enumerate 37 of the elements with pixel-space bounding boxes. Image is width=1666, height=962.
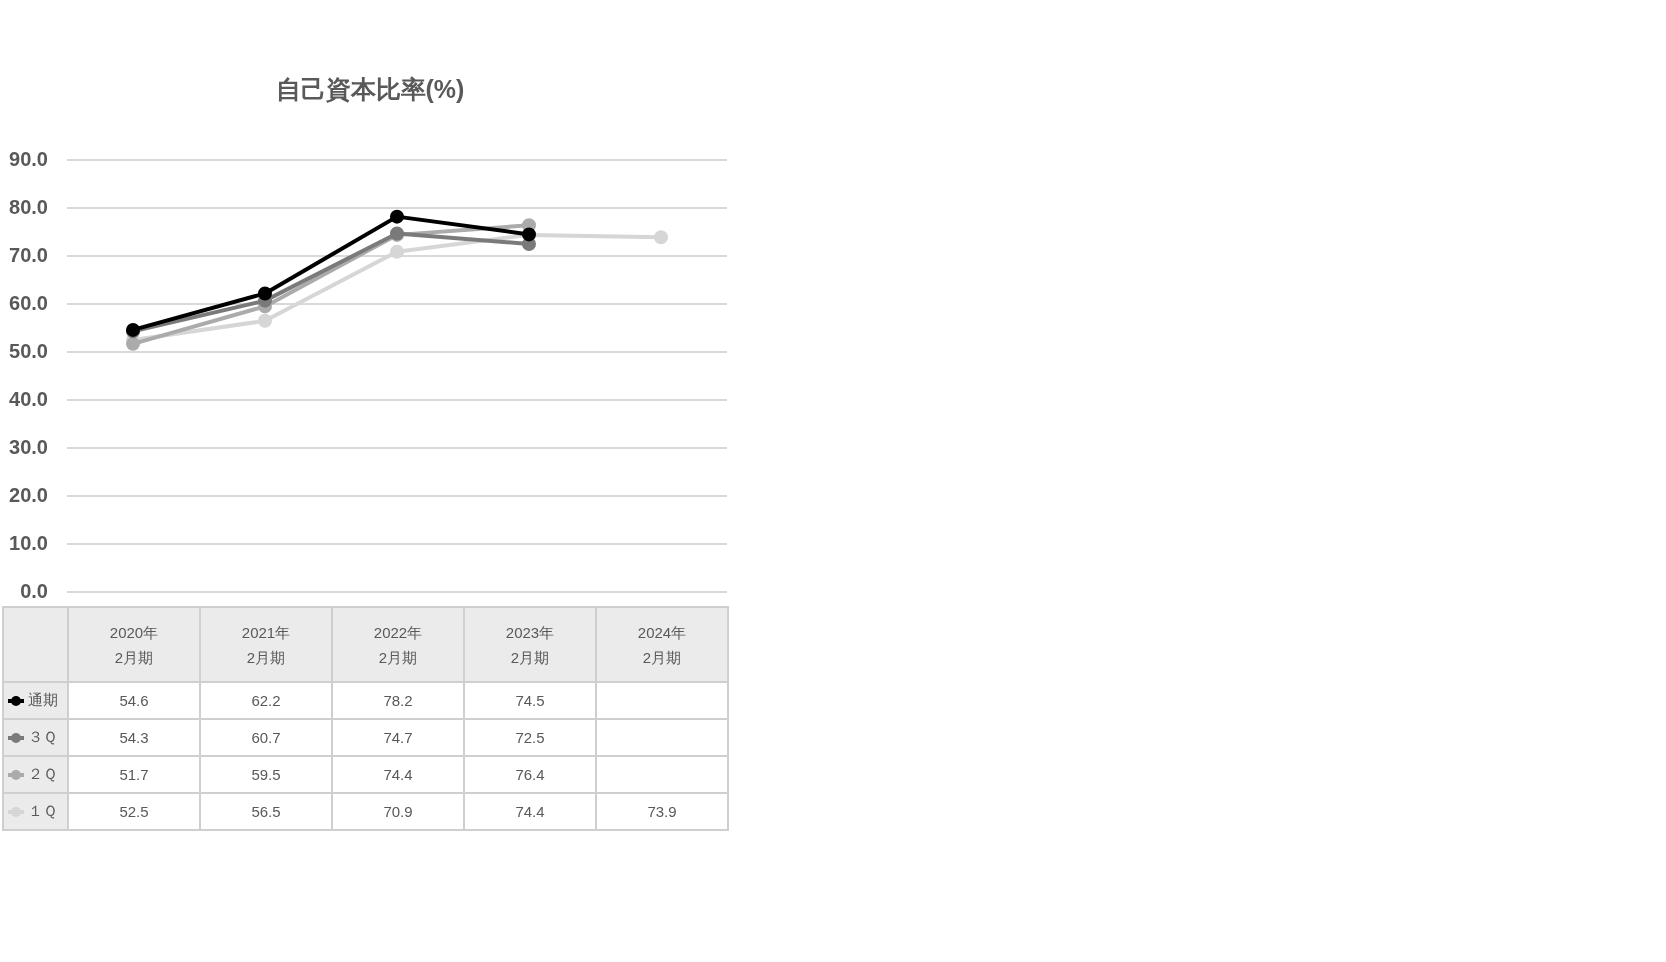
data-label: 56.5 bbox=[200, 793, 332, 830]
legend-label: 通期 bbox=[28, 691, 58, 708]
x-tick-label: 2024年2月期 bbox=[636, 622, 688, 668]
x-tick-label: 2022年2月期 bbox=[372, 622, 424, 668]
data-label: 62.2 bbox=[200, 682, 332, 719]
data-label: 74.7 bbox=[332, 719, 464, 756]
data-label: 72.5 bbox=[464, 719, 596, 756]
data-label: 73.9 bbox=[596, 793, 728, 830]
y-tick-label: 80.0 bbox=[9, 195, 48, 218]
x-tick-label: 2020年2月期 bbox=[108, 622, 160, 668]
y-tick-label: 40.0 bbox=[9, 387, 48, 410]
data-label: 70.9 bbox=[332, 793, 464, 830]
y-tick-label: 70.0 bbox=[9, 243, 48, 266]
y-tick-label: 0.0 bbox=[20, 579, 48, 602]
legend-label: １Ｑ bbox=[28, 802, 57, 819]
data-label: 76.4 bbox=[464, 756, 596, 793]
y-tick-label: 90.0 bbox=[9, 147, 48, 170]
y-tick-label: 60.0 bbox=[9, 291, 48, 314]
data-label: 78.2 bbox=[332, 682, 464, 719]
y-tick-label: 50.0 bbox=[9, 339, 48, 362]
data-label: 74.4 bbox=[332, 756, 464, 793]
y-tick-label: 30.0 bbox=[9, 435, 48, 458]
data-label: 54.3 bbox=[68, 719, 200, 756]
data-label: 59.5 bbox=[200, 756, 332, 793]
data-label: 52.5 bbox=[68, 793, 200, 830]
data-label: 74.5 bbox=[464, 682, 596, 719]
data-label: 74.4 bbox=[464, 793, 596, 830]
data-label: 51.7 bbox=[68, 756, 200, 793]
x-tick-label: 2023年2月期 bbox=[504, 622, 556, 668]
legend-label: ２Ｑ bbox=[28, 765, 57, 782]
y-tick-label: 10.0 bbox=[9, 531, 48, 554]
y-tick-label: 20.0 bbox=[9, 483, 48, 506]
data-label: 60.7 bbox=[200, 719, 332, 756]
data-label: 54.6 bbox=[68, 682, 200, 719]
x-tick-label: 2021年2月期 bbox=[240, 622, 292, 668]
legend-label: ３Ｑ bbox=[28, 728, 57, 745]
chart-title: 自己資本比率(%) bbox=[274, 74, 466, 104]
